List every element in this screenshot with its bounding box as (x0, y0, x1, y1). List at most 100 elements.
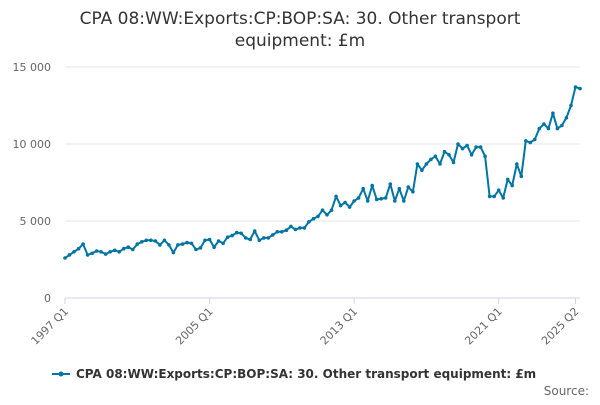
data-point[interactable] (424, 162, 429, 166)
data-point[interactable] (99, 250, 103, 254)
data-point[interactable] (338, 203, 343, 208)
data-point[interactable] (257, 238, 262, 243)
data-point[interactable] (185, 240, 189, 245)
data-point[interactable] (393, 199, 397, 203)
data-point[interactable] (176, 243, 180, 247)
data-point[interactable] (487, 194, 492, 199)
data-point[interactable] (510, 183, 514, 188)
data-point[interactable] (221, 241, 225, 246)
data-point[interactable] (438, 162, 442, 166)
data-point[interactable] (216, 239, 221, 243)
data-point[interactable] (81, 242, 85, 246)
data-point[interactable] (519, 174, 524, 179)
data-point[interactable] (230, 233, 234, 238)
data-point[interactable] (239, 231, 243, 236)
data-point[interactable] (72, 250, 76, 254)
data-point[interactable] (496, 188, 501, 192)
data-point[interactable] (524, 139, 528, 143)
data-point[interactable] (94, 249, 99, 253)
data-point[interactable] (474, 145, 478, 149)
data-point[interactable] (492, 194, 497, 199)
data-point[interactable] (379, 196, 384, 201)
data-point[interactable] (505, 177, 510, 182)
data-point[interactable] (149, 238, 153, 243)
data-point[interactable] (320, 208, 325, 212)
data-point[interactable] (126, 245, 130, 249)
data-point[interactable] (171, 250, 176, 255)
data-point[interactable] (90, 251, 94, 256)
data-point[interactable] (442, 149, 447, 154)
data-point[interactable] (370, 183, 375, 188)
data-point[interactable] (248, 237, 252, 242)
data-point[interactable] (329, 208, 334, 212)
data-point[interactable] (280, 230, 284, 234)
data-point[interactable] (383, 196, 388, 200)
data-point[interactable] (180, 242, 185, 246)
data-point[interactable] (262, 236, 266, 240)
data-point[interactable] (112, 248, 117, 253)
data-point[interactable] (456, 142, 460, 146)
data-point[interactable] (108, 250, 112, 254)
data-point[interactable] (212, 245, 216, 249)
data-point[interactable] (252, 229, 257, 233)
data-point[interactable] (266, 236, 271, 240)
data-point[interactable] (569, 103, 573, 108)
data-point[interactable] (311, 216, 316, 221)
data-point[interactable] (578, 86, 582, 91)
data-point[interactable] (542, 122, 546, 126)
data-point[interactable] (153, 239, 158, 243)
data-point[interactable] (465, 143, 469, 148)
data-point[interactable] (117, 250, 121, 254)
data-point[interactable] (560, 123, 564, 128)
data-point[interactable] (167, 243, 171, 247)
data-point[interactable] (275, 230, 280, 234)
data-point[interactable] (551, 111, 555, 115)
data-point[interactable] (103, 252, 108, 256)
data-point[interactable] (460, 146, 465, 151)
data-point[interactable] (289, 224, 293, 229)
data-point[interactable] (573, 85, 578, 89)
data-point[interactable] (356, 196, 361, 200)
data-point[interactable] (162, 238, 167, 243)
data-point[interactable] (189, 241, 194, 246)
data-point[interactable] (546, 126, 551, 131)
data-point[interactable] (307, 220, 311, 224)
data-point[interactable] (316, 214, 320, 219)
data-point[interactable] (564, 116, 569, 120)
data-point[interactable] (447, 153, 451, 157)
data-point[interactable] (67, 253, 72, 257)
legend[interactable]: CPA 08:WW:Exports:CP:BOP:SA: 30. Other t… (52, 367, 536, 381)
data-point[interactable] (343, 200, 347, 205)
data-point[interactable] (415, 162, 420, 166)
data-point[interactable] (271, 233, 275, 237)
data-point[interactable] (420, 168, 424, 172)
data-point[interactable] (198, 246, 203, 250)
data-point[interactable] (85, 253, 90, 257)
data-point[interactable] (352, 199, 356, 203)
data-point[interactable] (76, 246, 81, 251)
data-point[interactable] (433, 154, 438, 159)
data-point[interactable] (365, 199, 370, 203)
data-point[interactable] (243, 236, 248, 240)
data-point[interactable] (131, 247, 135, 252)
data-point[interactable] (135, 242, 140, 246)
data-point[interactable] (483, 154, 487, 159)
data-point[interactable] (63, 256, 67, 260)
data-point[interactable] (469, 153, 474, 157)
data-point[interactable] (121, 246, 126, 251)
data-point[interactable] (298, 226, 302, 230)
data-point[interactable] (347, 205, 352, 209)
data-point[interactable] (374, 197, 379, 202)
data-point[interactable] (325, 213, 329, 217)
data-point[interactable] (515, 162, 519, 166)
data-point[interactable] (302, 226, 307, 230)
data-point[interactable] (537, 126, 542, 131)
data-point[interactable] (429, 157, 433, 162)
data-point[interactable] (158, 243, 162, 247)
data-point[interactable] (225, 235, 230, 239)
data-point[interactable] (406, 185, 411, 189)
data-point[interactable] (284, 228, 289, 232)
data-point[interactable] (334, 194, 338, 199)
data-point[interactable] (144, 238, 149, 243)
data-point[interactable] (361, 186, 366, 191)
